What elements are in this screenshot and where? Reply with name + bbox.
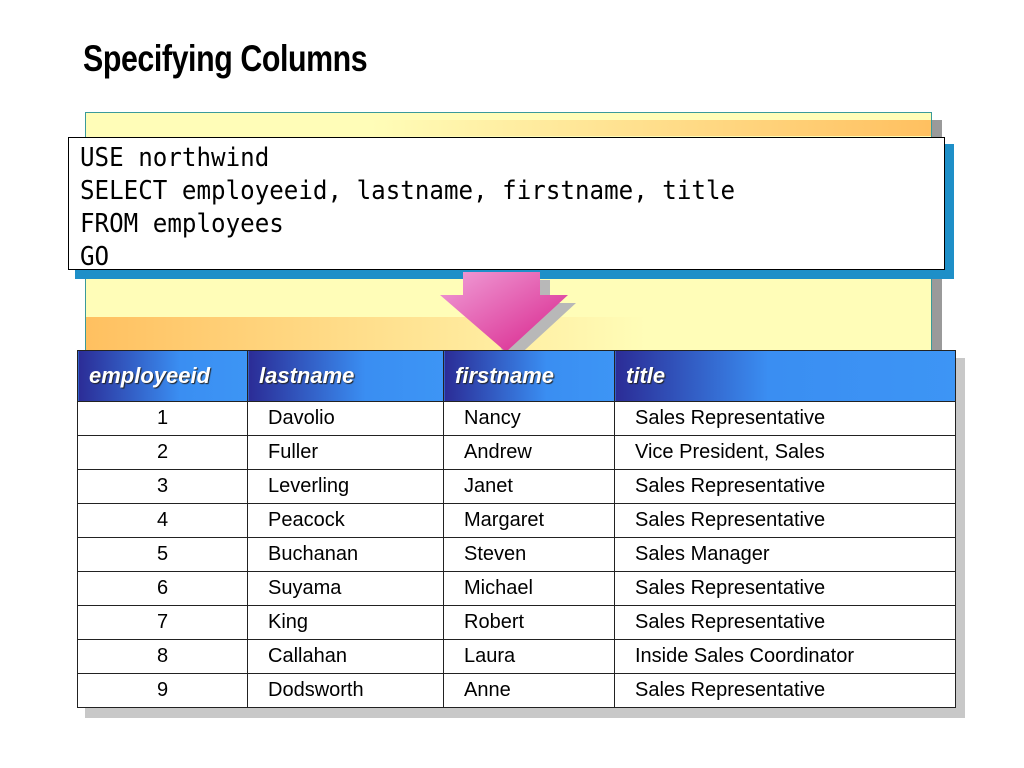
table-cell-firstname: Nancy: [443, 401, 615, 436]
code-line: SELECT employeeid, lastname, firstname, …: [80, 176, 736, 206]
table-row: 6 Suyama Michael Sales Representative: [77, 571, 956, 606]
slide-title: Specifying Columns: [83, 38, 368, 79]
table-row: 7 King Robert Sales Representative: [77, 605, 956, 640]
table-cell-employeeid: 3: [77, 469, 248, 504]
table-cell-title: Sales Representative: [614, 503, 956, 538]
table-cell-lastname: Leverling: [247, 469, 444, 504]
column-header: firstname: [443, 350, 615, 402]
table-cell-lastname: Callahan: [247, 639, 444, 674]
table-cell-title: Sales Representative: [614, 469, 956, 504]
table-cell-employeeid: 9: [77, 673, 248, 708]
table-cell-firstname: Margaret: [443, 503, 615, 538]
table-row: 9 Dodsworth Anne Sales Representative: [77, 673, 956, 708]
table-row: 4 Peacock Margaret Sales Representative: [77, 503, 956, 538]
code-line: GO: [80, 242, 110, 272]
table-cell-firstname: Steven: [443, 537, 615, 572]
column-header: lastname: [247, 350, 444, 402]
table-cell-lastname: Davolio: [247, 401, 444, 436]
table-cell-title: Sales Representative: [614, 673, 956, 708]
table-cell-firstname: Anne: [443, 673, 615, 708]
table-cell-title: Sales Representative: [614, 605, 956, 640]
table-cell-lastname: Dodsworth: [247, 673, 444, 708]
table-row: 3 Leverling Janet Sales Representative: [77, 469, 956, 504]
note-box-top-stripe: [371, 120, 931, 136]
table-cell-title: Inside Sales Coordinator: [614, 639, 956, 674]
code-line: FROM employees: [80, 209, 284, 239]
results-table: employeeid lastname firstname title 1 Dav…: [77, 350, 956, 708]
table-cell-lastname: Peacock: [247, 503, 444, 538]
table-cell-firstname: Michael: [443, 571, 615, 606]
arrow-down-icon: [440, 272, 576, 360]
table-cell-firstname: Robert: [443, 605, 615, 640]
table-row: 8 Callahan Laura Inside Sales Coordinator: [77, 639, 956, 674]
table-row: 1 Davolio Nancy Sales Representative: [77, 401, 956, 436]
table-cell-title: Sales Manager: [614, 537, 956, 572]
table-cell-employeeid: 4: [77, 503, 248, 538]
code-box: USE northwind SELECT employeeid, lastnam…: [68, 137, 945, 272]
table-cell-employeeid: 5: [77, 537, 248, 572]
table-cell-employeeid: 8: [77, 639, 248, 674]
table-cell-title: Sales Representative: [614, 401, 956, 436]
table-cell-employeeid: 6: [77, 571, 248, 606]
table-cell-employeeid: 7: [77, 605, 248, 640]
column-header: employeeid: [77, 350, 248, 402]
table-cell-employeeid: 2: [77, 435, 248, 470]
table-cell-firstname: Laura: [443, 639, 615, 674]
table-cell-title: Sales Representative: [614, 571, 956, 606]
table-cell-lastname: King: [247, 605, 444, 640]
table-cell-title: Vice President, Sales: [614, 435, 956, 470]
table-cell-employeeid: 1: [77, 401, 248, 436]
column-header: title: [614, 350, 956, 402]
table-cell-firstname: Andrew: [443, 435, 615, 470]
table-header-row: employeeid lastname firstname title: [77, 350, 956, 402]
table-row: 5 Buchanan Steven Sales Manager: [77, 537, 956, 572]
table-cell-lastname: Buchanan: [247, 537, 444, 572]
table-cell-lastname: Suyama: [247, 571, 444, 606]
code-line: USE northwind: [80, 143, 270, 173]
table-cell-firstname: Janet: [443, 469, 615, 504]
table-cell-lastname: Fuller: [247, 435, 444, 470]
table-row: 2 Fuller Andrew Vice President, Sales: [77, 435, 956, 470]
